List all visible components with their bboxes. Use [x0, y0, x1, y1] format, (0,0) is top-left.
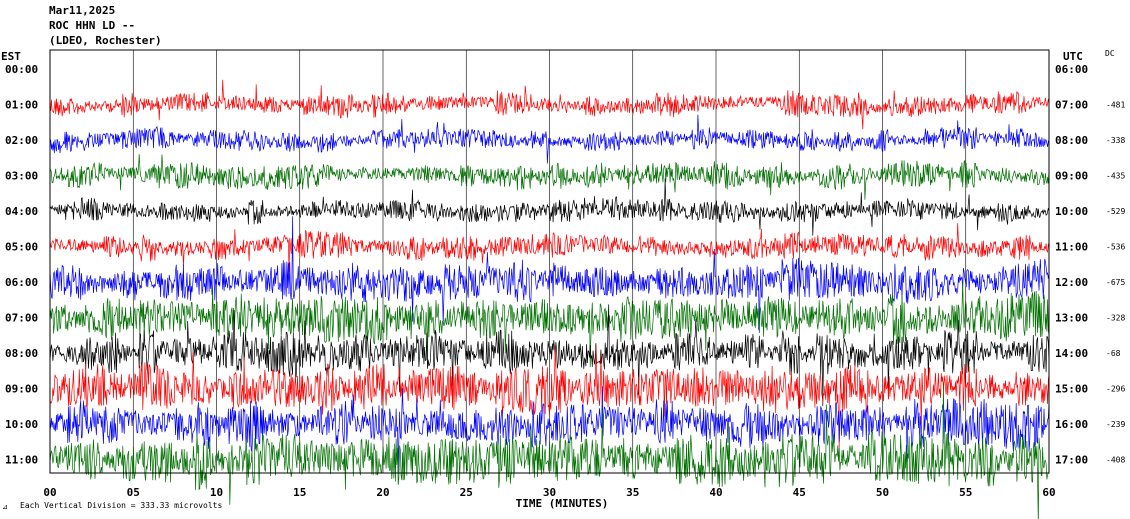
x-axis-title: TIME (MINUTES) [516, 497, 609, 510]
x-tick-label: 60 [1042, 486, 1055, 499]
utc-hour-label: 09:00 [1055, 170, 1088, 183]
dc-title: DC [1105, 49, 1115, 58]
est-hour-label: 01:00 [5, 99, 38, 112]
est-axis-title: EST [1, 50, 21, 63]
dc-offset-label: -296 [1106, 385, 1125, 394]
dc-offset-label: -338 [1106, 136, 1125, 145]
trace-row-1100 [49, 381, 1050, 519]
trace-row-1000 [49, 386, 1050, 473]
label-layer: EST UTC DC TIME (MINUTES) ⊿ Each Vertica… [1, 49, 1125, 511]
vertical-division-note: Each Vertical Division = 333.33 microvol… [20, 501, 222, 510]
est-hour-label: 08:00 [5, 347, 38, 360]
est-hour-label: 06:00 [5, 276, 38, 289]
est-hour-label: 00:00 [5, 63, 38, 76]
est-hour-label: 04:00 [5, 205, 38, 218]
dc-offset-label: -536 [1106, 243, 1125, 252]
x-tick-label: 40 [709, 486, 722, 499]
utc-axis-title: UTC [1063, 50, 1083, 63]
plot-frame [49, 49, 1050, 474]
dc-offset-label: -675 [1106, 278, 1125, 287]
x-tick-label: 05 [127, 486, 140, 499]
x-tick-label: 45 [793, 486, 806, 499]
trace-row-0400 [49, 178, 1050, 236]
dc-offset-label: -408 [1106, 456, 1125, 465]
utc-hour-label: 11:00 [1055, 241, 1088, 254]
utc-hour-label: 15:00 [1055, 383, 1088, 396]
est-hour-label: 11:00 [5, 454, 38, 467]
x-tick-label: 00 [43, 486, 56, 499]
x-tick-label: 25 [460, 486, 473, 499]
footer-mark: ⊿ [2, 503, 8, 511]
dc-offset-label: -68 [1106, 349, 1121, 358]
dc-offset-label: -529 [1106, 207, 1125, 216]
utc-hour-label: 14:00 [1055, 347, 1088, 360]
x-tick-label: 50 [876, 486, 889, 499]
trace-row-0200 [49, 114, 1050, 164]
station-label: ROC HHN LD -- [49, 19, 136, 32]
est-hour-label: 10:00 [5, 418, 38, 431]
x-tick-label: 55 [959, 486, 972, 499]
utc-hour-label: 10:00 [1055, 205, 1088, 218]
est-hour-label: 03:00 [5, 170, 38, 183]
est-hour-label: 07:00 [5, 312, 38, 325]
trace-layer [49, 79, 1050, 519]
trace-row-0800 [49, 304, 1050, 407]
dc-offset-label: -435 [1106, 172, 1125, 181]
est-hour-label: 09:00 [5, 383, 38, 396]
trace-row-0500 [49, 223, 1050, 272]
network-label: (LDEO, Rochester) [49, 34, 162, 47]
utc-hour-label: 08:00 [1055, 134, 1088, 147]
utc-hour-label: 17:00 [1055, 454, 1088, 467]
trace-row-0100 [49, 79, 1050, 130]
est-hour-label: 02:00 [5, 134, 38, 147]
x-tick-label: 35 [626, 486, 639, 499]
x-tick-label: 10 [210, 486, 223, 499]
utc-hour-label: 13:00 [1055, 312, 1088, 325]
x-tick-label: 30 [543, 486, 556, 499]
dc-offset-label: -328 [1106, 314, 1125, 323]
dc-offset-label: -481 [1106, 101, 1125, 110]
trace-row-0600 [49, 216, 1050, 333]
trace-row-0300 [50, 154, 1050, 200]
x-tick-label: 20 [376, 486, 389, 499]
trace-row-0900 [49, 347, 1050, 448]
date-label: Mar11,2025 [49, 4, 116, 17]
utc-hour-label: 12:00 [1055, 276, 1088, 289]
trace-row-0700 [49, 281, 1050, 368]
utc-hour-label: 06:00 [1055, 63, 1088, 76]
x-tick-label: 15 [293, 486, 306, 499]
utc-hour-label: 07:00 [1055, 99, 1088, 112]
est-hour-label: 05:00 [5, 241, 38, 254]
dc-offset-label: -239 [1106, 420, 1125, 429]
utc-hour-label: 16:00 [1055, 418, 1088, 431]
